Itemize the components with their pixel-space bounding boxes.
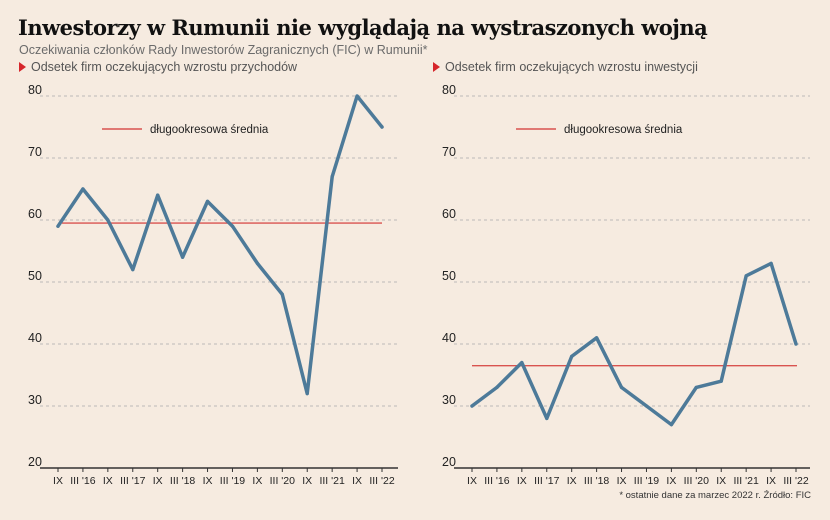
x-tick-label: III '18	[584, 475, 610, 487]
footnote: * ostatnie dane za marzec 2022 r. Źródło…	[619, 490, 811, 501]
data-point	[570, 354, 574, 358]
x-tick-label: III '22	[783, 475, 809, 487]
y-tick-label: 70	[28, 145, 42, 159]
x-tick-label: IX	[252, 475, 262, 487]
data-point	[305, 392, 309, 396]
y-tick-label: 80	[442, 83, 456, 97]
data-point	[280, 292, 284, 296]
data-point	[156, 193, 160, 197]
data-point	[520, 361, 524, 365]
x-tick-label: III '20	[270, 475, 296, 487]
data-point	[56, 224, 60, 228]
data-point	[81, 187, 85, 191]
panel-investment: 20 30 40 50 60 70 80 IX III '16 IX III '17 IX III '1…	[442, 83, 810, 487]
x-tick-label: III '18	[170, 475, 196, 487]
x-tick-label: IX	[352, 475, 362, 487]
data-point	[769, 261, 773, 265]
data-point	[694, 385, 698, 389]
x-tick-label: III '19	[634, 475, 660, 487]
x-tick-label: IX	[203, 475, 213, 487]
data-point	[644, 404, 649, 408]
data-point	[545, 416, 549, 420]
x-tick-label: III '20	[684, 475, 710, 487]
y-tick-label: 20	[442, 455, 456, 469]
y-tick-label: 60	[442, 207, 456, 221]
x-tick-label: III '16	[484, 475, 510, 487]
x-tick-label: IX	[766, 475, 776, 487]
chart-title: Inwestorzy w Rumunii nie wyglądają na wy…	[18, 15, 708, 40]
panel-title-investment-text: Odsetek firm oczekujących wzrostu inwest…	[445, 60, 698, 74]
y-tick-label: 50	[442, 269, 456, 283]
data-point	[794, 342, 798, 346]
triangle-marker-icon	[19, 62, 26, 72]
y-tick-label: 30	[28, 393, 42, 407]
data-point	[181, 255, 185, 259]
chart-subtitle: Oczekiwania członków Rady Inwestorów Zag…	[19, 43, 428, 57]
data-point	[619, 385, 624, 389]
panel-title-investment: Odsetek firm oczekujących wzrostu inwest…	[433, 60, 698, 74]
y-tick-label: 40	[28, 331, 42, 345]
x-tick-label: III '16	[70, 475, 96, 487]
x-tick-label: III '21	[733, 475, 759, 487]
panel-revenue: 20 30 40 50 60 70 80 IX III '16 IX III '17 IX III '1…	[28, 83, 398, 487]
y-tick-label: 40	[442, 331, 456, 345]
x-tick-label: III '19	[220, 475, 246, 487]
y-tick-label: 30	[442, 393, 456, 407]
x-tick-label: IX	[517, 475, 527, 487]
x-tick-label: IX	[153, 475, 163, 487]
x-tick-label: III '17	[120, 475, 146, 487]
data-point	[470, 404, 474, 408]
y-tick-label: 50	[28, 269, 42, 283]
x-tick-label: IX	[716, 475, 726, 487]
data-point	[131, 268, 135, 272]
data-point	[669, 423, 673, 427]
x-tick-label: III '21	[319, 475, 345, 487]
x-tick-label: III '17	[534, 475, 560, 487]
x-tick-label: IX	[53, 475, 63, 487]
data-point	[255, 261, 259, 265]
panel-title-revenue-text: Odsetek firm oczekujących wzrostu przych…	[31, 60, 298, 74]
y-tick-label: 80	[28, 83, 42, 97]
series-line	[56, 94, 384, 396]
panel-title-revenue: Odsetek firm oczekujących wzrostu przych…	[19, 60, 297, 74]
data-point	[380, 125, 384, 129]
series-line	[470, 261, 798, 427]
data-point	[495, 385, 499, 389]
x-tick-label: IX	[103, 475, 113, 487]
x-tick-label: IX	[666, 475, 676, 487]
data-point	[355, 94, 359, 98]
data-point	[744, 274, 748, 278]
y-tick-label: 20	[28, 455, 42, 469]
y-tick-label: 60	[28, 207, 42, 221]
x-tick-label: III '22	[369, 475, 395, 487]
data-point	[719, 379, 723, 383]
triangle-marker-icon	[433, 62, 440, 72]
data-point	[106, 218, 110, 222]
data-point	[595, 336, 599, 340]
y-tick-label: 70	[442, 145, 456, 159]
x-tick-label: IX	[567, 475, 577, 487]
data-point	[330, 175, 334, 179]
legend-label: długookresowa średnia	[150, 124, 269, 136]
data-point	[205, 199, 210, 203]
legend-label: długookresowa średnia	[564, 124, 683, 136]
x-tick-label: IX	[617, 475, 627, 487]
x-tick-label: IX	[467, 475, 477, 487]
data-point	[230, 224, 235, 228]
x-tick-label: IX	[302, 475, 312, 487]
